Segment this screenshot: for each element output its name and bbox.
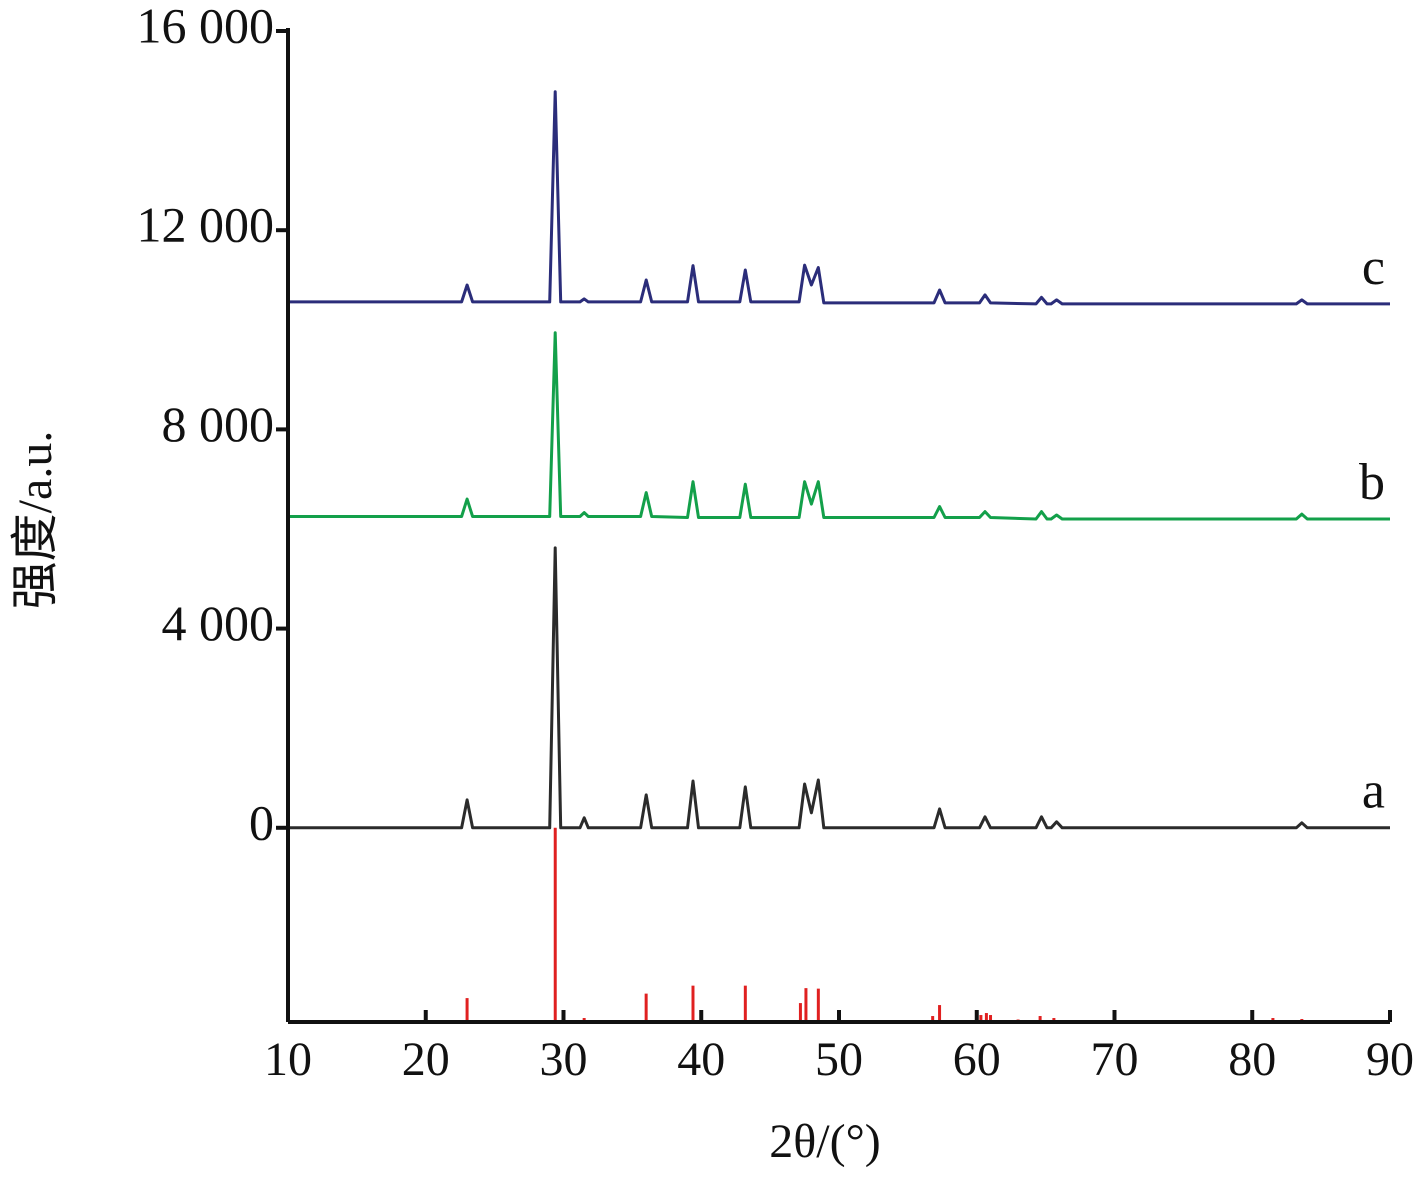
y-tick-label: 0 bbox=[249, 794, 274, 850]
y-tick-label: 16 000 bbox=[137, 0, 275, 53]
x-tick-label: 90 bbox=[1366, 1033, 1414, 1086]
series-label: a bbox=[1362, 763, 1385, 820]
x-tick-label: 50 bbox=[815, 1033, 863, 1086]
series-label: b bbox=[1359, 454, 1385, 511]
series-line bbox=[288, 90, 1390, 306]
x-tick-label: 80 bbox=[1228, 1033, 1276, 1086]
y-tick-label: 8 000 bbox=[162, 396, 275, 452]
y-tick-label: 4 000 bbox=[162, 595, 275, 651]
x-tick-label: 60 bbox=[953, 1033, 1001, 1086]
x-tick-label: 70 bbox=[1091, 1033, 1139, 1086]
y-tick-label: 12 000 bbox=[137, 197, 275, 253]
series-label: c bbox=[1362, 239, 1385, 296]
x-tick-label: 10 bbox=[264, 1033, 312, 1086]
x-tick-label: 40 bbox=[677, 1033, 725, 1086]
series-line bbox=[288, 331, 1390, 521]
y-axis-label: 强度/a.u. bbox=[9, 431, 62, 610]
x-axis-label: 2θ/(°) bbox=[769, 1115, 881, 1168]
series-line bbox=[288, 546, 1390, 830]
x-tick-label: 30 bbox=[540, 1033, 588, 1086]
x-tick-label: 20 bbox=[402, 1033, 450, 1086]
